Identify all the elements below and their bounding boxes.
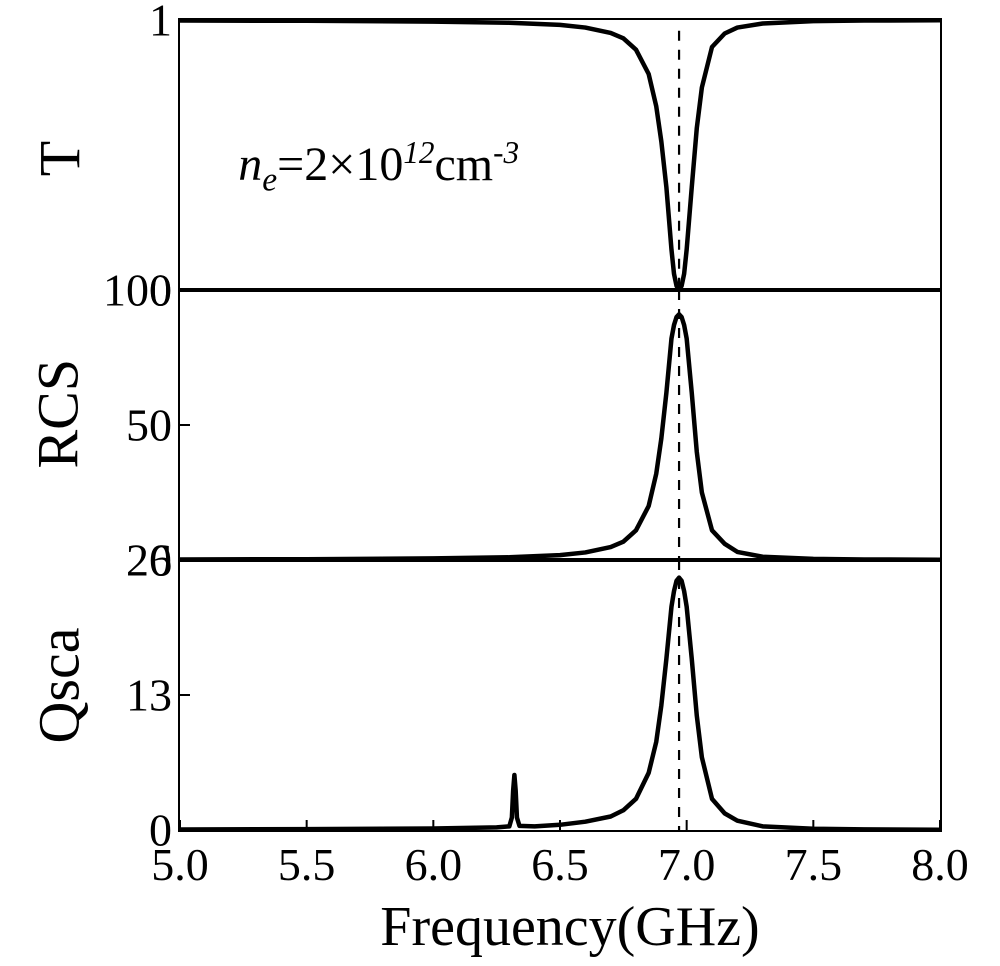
panel-rcs bbox=[180, 290, 940, 560]
figure: ne=2×1012cm-3 T RCS Qsca 0105010001326 5… bbox=[0, 0, 1000, 966]
curve-rcs bbox=[180, 314, 940, 559]
curve-qsca bbox=[180, 578, 940, 830]
plot-area: ne=2×1012cm-3 bbox=[180, 20, 940, 830]
ytick-label: 13 bbox=[52, 669, 172, 722]
ylabel-t: T bbox=[27, 129, 94, 189]
ticks-t bbox=[180, 20, 190, 290]
ticks-rcs bbox=[180, 290, 190, 560]
xtick-label: 5.0 bbox=[130, 838, 230, 891]
panel-qsca bbox=[180, 560, 940, 830]
xtick-label: 6.5 bbox=[510, 838, 610, 891]
xtick-label: 8.0 bbox=[890, 838, 990, 891]
ytick-label: 26 bbox=[52, 534, 172, 587]
panel-qsca-svg bbox=[180, 560, 940, 830]
panel-rcs-svg bbox=[180, 290, 940, 560]
xlabel: Frequency(GHz) bbox=[320, 895, 820, 959]
xtick-label: 6.0 bbox=[383, 838, 483, 891]
ticks-qsca bbox=[180, 560, 940, 830]
xtick-label: 7.0 bbox=[637, 838, 737, 891]
xtick-label: 5.5 bbox=[257, 838, 357, 891]
xtick-label: 7.5 bbox=[763, 838, 863, 891]
ytick-label: 1 bbox=[52, 0, 172, 47]
ytick-label: 50 bbox=[52, 399, 172, 452]
panel-t: ne=2×1012cm-3 bbox=[180, 20, 940, 290]
ytick-label: 100 bbox=[52, 264, 172, 317]
